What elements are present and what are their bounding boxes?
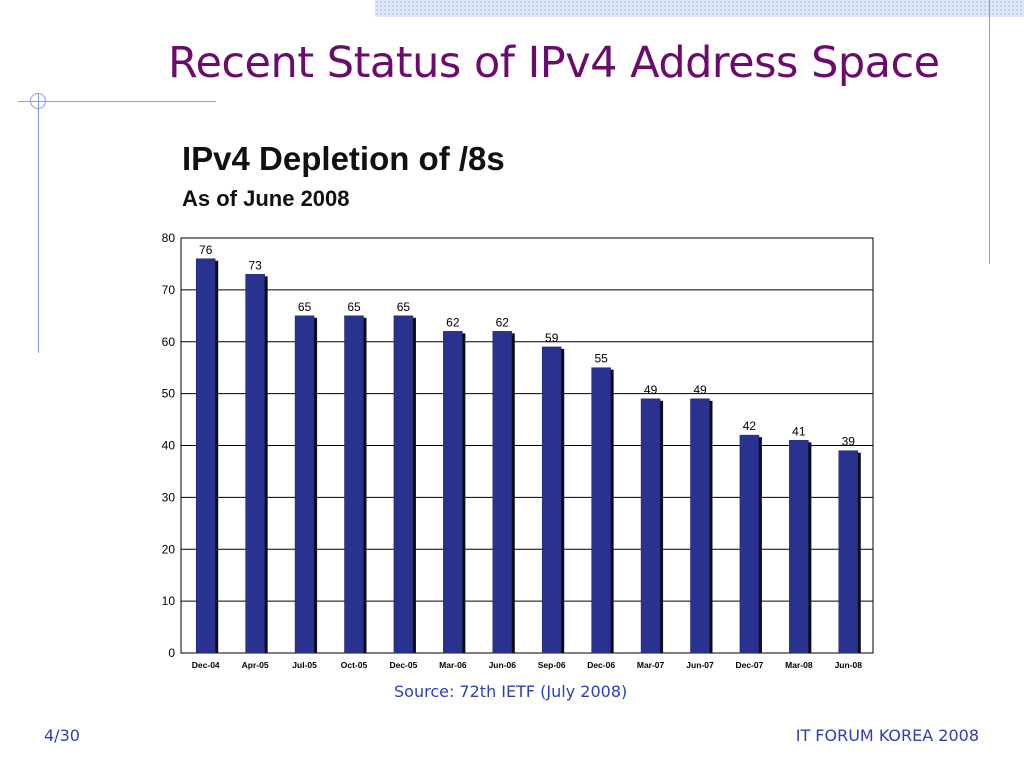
x-tick-label: Sep-06 (538, 660, 566, 670)
data-label: 65 (298, 300, 312, 314)
x-tick-label: Mar-08 (785, 660, 813, 670)
x-tick-label: Oct-05 (341, 660, 368, 670)
x-tick-label: Jun-08 (835, 660, 863, 670)
bar (541, 346, 562, 654)
bar (245, 274, 265, 654)
data-label: 65 (397, 300, 411, 314)
data-label: 76 (199, 243, 213, 257)
y-tick-label: 60 (162, 335, 176, 349)
source-citation: Source: 72th IETF (July 2008) (394, 682, 628, 701)
bar (591, 367, 611, 654)
data-label: 65 (347, 300, 361, 314)
data-label: 62 (496, 315, 510, 329)
chart-subtitle: As of June 2008 (182, 186, 350, 211)
y-tick-label: 40 (162, 439, 176, 453)
data-label: 41 (792, 424, 806, 438)
top-decorative-pattern (375, 0, 1024, 17)
x-tick-label: Jun-06 (489, 660, 517, 670)
bar (393, 315, 414, 654)
data-label: 42 (743, 419, 757, 433)
bar (739, 434, 760, 654)
x-tick-label: Mar-07 (637, 660, 665, 670)
bar (344, 315, 364, 654)
footer-organization: IT FORUM KOREA 2008 (795, 726, 979, 745)
data-label: 49 (644, 383, 658, 397)
y-tick-label: 0 (168, 646, 175, 660)
y-tick-label: 50 (162, 387, 176, 401)
bar (838, 450, 859, 654)
x-tick-label: Jul-05 (292, 660, 317, 670)
data-label: 59 (545, 331, 559, 345)
bar (294, 315, 315, 654)
chart-title: IPv4 Depletion of /8s (182, 140, 505, 177)
data-label: 62 (446, 315, 460, 329)
x-tick-label: Dec-05 (389, 660, 417, 670)
x-tick-label: Mar-06 (439, 660, 467, 670)
decorative-vertical-line (38, 93, 39, 353)
y-tick-label: 10 (162, 594, 176, 608)
decorative-right-line (989, 0, 990, 264)
page-number: 4/30 (44, 726, 80, 745)
decorative-circle (30, 93, 46, 109)
y-tick-label: 20 (162, 542, 176, 556)
y-tick-label: 70 (162, 283, 176, 297)
bar (492, 331, 513, 654)
x-tick-label: Dec-07 (735, 660, 763, 670)
y-tick-label: 80 (162, 231, 176, 245)
bar (789, 440, 809, 654)
data-label: 73 (248, 258, 262, 272)
bar (443, 331, 463, 654)
data-label: 55 (594, 352, 608, 366)
bar-chart: 0 10 20 30 40 50 60 70 80 76 Dec-04 73 Apr-05 65 Jul-0… (162, 231, 874, 670)
x-tick-label: Jun-07 (686, 660, 714, 670)
x-tick-label: Apr-05 (242, 660, 269, 670)
plot-frame (180, 237, 874, 654)
decorative-horizontal-line (18, 101, 216, 102)
x-tick-label: Dec-04 (192, 660, 220, 670)
bar (690, 398, 710, 654)
bar (640, 398, 661, 654)
data-label: 39 (842, 435, 856, 449)
slide-title: Recent Status of IPv4 Address Space (168, 38, 940, 88)
bar (195, 258, 216, 654)
x-tick-label: Dec-06 (587, 660, 615, 670)
data-label: 49 (693, 383, 707, 397)
y-tick-label: 30 (162, 490, 176, 504)
